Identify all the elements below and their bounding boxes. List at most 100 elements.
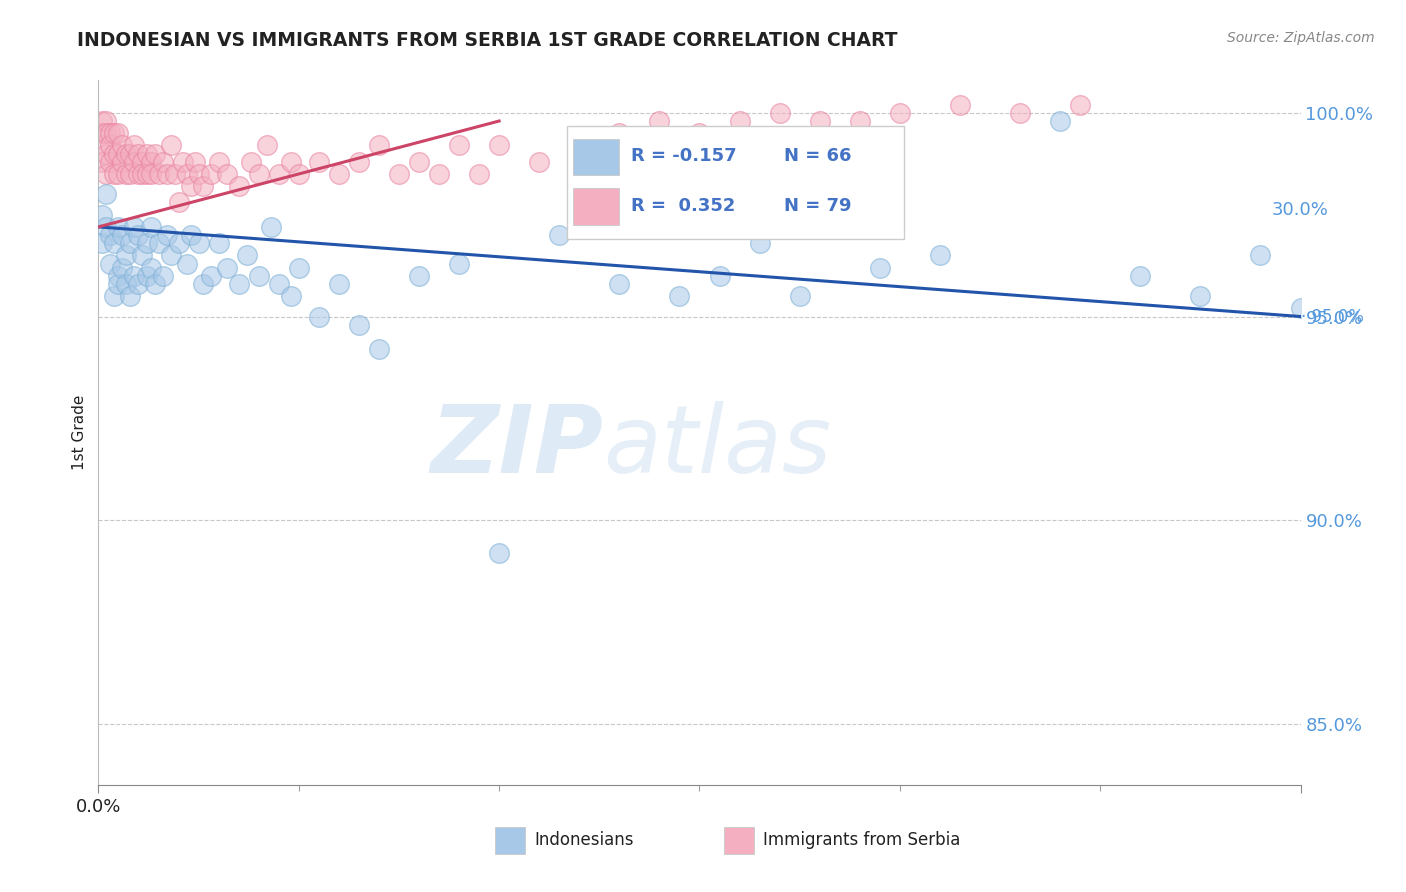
Point — [187, 236, 209, 251]
Point — [191, 277, 214, 291]
Point — [180, 228, 202, 243]
Point — [111, 138, 134, 153]
Point — [648, 114, 671, 128]
Point — [167, 236, 190, 251]
Point — [447, 138, 470, 153]
Point — [103, 289, 125, 303]
Text: ZIP: ZIP — [430, 401, 603, 492]
Text: atlas: atlas — [603, 401, 831, 492]
Point — [200, 167, 222, 181]
Point — [107, 167, 129, 181]
Text: R = -0.157: R = -0.157 — [631, 147, 737, 165]
Point — [128, 167, 150, 181]
Point — [131, 248, 153, 262]
Point — [100, 256, 122, 270]
Text: N = 79: N = 79 — [783, 197, 851, 215]
Point — [239, 154, 262, 169]
Point — [191, 179, 214, 194]
Point — [148, 167, 170, 181]
Point — [247, 268, 270, 283]
Point — [215, 167, 238, 181]
Point — [135, 236, 157, 251]
Point — [115, 277, 138, 291]
Text: 30.0%: 30.0% — [1272, 201, 1329, 219]
Point — [1129, 268, 1152, 283]
Point — [288, 167, 311, 181]
Point — [728, 114, 751, 128]
Point — [267, 167, 290, 181]
Point — [1069, 97, 1091, 112]
Point — [1289, 301, 1312, 316]
Point — [256, 138, 278, 153]
Point — [328, 167, 350, 181]
Point — [215, 260, 238, 275]
Point — [609, 277, 631, 291]
Point — [139, 219, 162, 234]
Point — [176, 256, 198, 270]
Point — [139, 260, 162, 275]
Point — [1010, 106, 1032, 120]
Point — [200, 268, 222, 283]
Point — [111, 228, 134, 243]
Point — [139, 167, 162, 181]
Point — [155, 167, 177, 181]
Point — [228, 179, 250, 194]
Point — [103, 126, 125, 140]
Point — [235, 248, 257, 262]
Point — [111, 154, 134, 169]
Point — [260, 219, 283, 234]
Point — [308, 310, 330, 324]
Point — [187, 167, 209, 181]
Point — [103, 167, 125, 181]
Text: INDONESIAN VS IMMIGRANTS FROM SERBIA 1ST GRADE CORRELATION CHART: INDONESIAN VS IMMIGRANTS FROM SERBIA 1ST… — [77, 31, 898, 50]
Point — [107, 277, 129, 291]
Point — [152, 154, 174, 169]
Point — [128, 146, 150, 161]
Point — [869, 260, 891, 275]
Point — [115, 146, 138, 161]
Point — [172, 154, 194, 169]
Point — [748, 236, 770, 251]
Point — [688, 126, 710, 140]
Point — [100, 228, 122, 243]
Point — [889, 106, 911, 120]
Point — [124, 219, 146, 234]
Point — [929, 248, 952, 262]
Point — [228, 277, 250, 291]
Point — [668, 289, 690, 303]
FancyBboxPatch shape — [724, 827, 754, 854]
Point — [427, 167, 450, 181]
Point — [103, 236, 125, 251]
FancyBboxPatch shape — [495, 827, 526, 854]
Point — [96, 126, 118, 140]
Point — [288, 260, 311, 275]
Point — [280, 154, 302, 169]
Point — [135, 146, 157, 161]
Point — [91, 154, 114, 169]
Point — [91, 126, 114, 140]
Point — [152, 268, 174, 283]
Point — [100, 154, 122, 169]
Point — [120, 289, 142, 303]
Point — [91, 236, 114, 251]
Text: N = 66: N = 66 — [783, 147, 851, 165]
Point — [167, 195, 190, 210]
Point — [529, 154, 551, 169]
Point — [347, 154, 370, 169]
Point — [468, 167, 491, 181]
Point — [949, 97, 972, 112]
Point — [91, 114, 114, 128]
Point — [548, 228, 571, 243]
Point — [849, 114, 872, 128]
Point — [143, 146, 166, 161]
Point — [280, 289, 302, 303]
Point — [128, 277, 150, 291]
Point — [131, 167, 153, 181]
Point — [96, 187, 118, 202]
Point — [609, 126, 631, 140]
Point — [368, 138, 391, 153]
Point — [183, 154, 205, 169]
Point — [408, 154, 430, 169]
Point — [408, 268, 430, 283]
Point — [347, 318, 370, 332]
